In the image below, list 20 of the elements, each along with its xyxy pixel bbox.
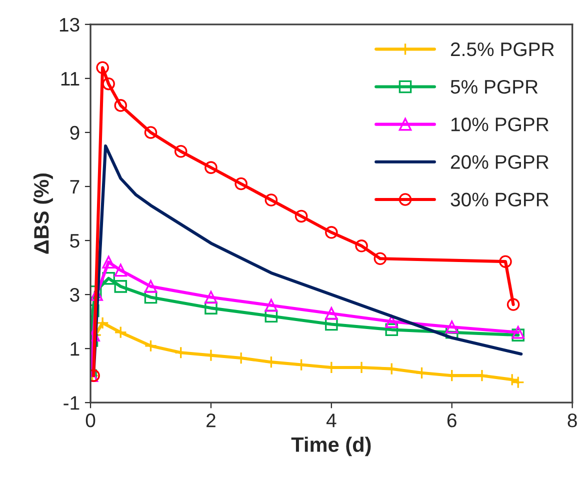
- legend-label: 30% PGPR: [450, 192, 549, 206]
- y-tick-label: 5: [70, 234, 80, 248]
- legend-label: 5% PGPR: [450, 80, 538, 94]
- x-tick-label: 0: [86, 414, 96, 428]
- y-tick-label: 3: [70, 288, 80, 302]
- y-tick-label: 1: [70, 342, 80, 356]
- legend-label: 2.5% PGPR: [450, 42, 554, 56]
- x-tick-label: 2: [206, 414, 216, 428]
- x-tick-label: 6: [447, 414, 456, 428]
- y-tick-label: 7: [70, 180, 80, 194]
- y-axis-title: ΔBS (%): [34, 173, 53, 254]
- y-tick-label: 11: [61, 72, 80, 86]
- y-tick-label: 9: [70, 126, 80, 140]
- x-axis-title: Time (d): [291, 436, 371, 456]
- x-tick-label: 4: [326, 414, 336, 428]
- y-tick-label: 13: [60, 18, 80, 32]
- legend-label: 20% PGPR: [450, 155, 549, 169]
- x-tick-label: 8: [568, 414, 577, 428]
- y-tick-label: -1: [64, 396, 80, 410]
- legend-label: 10% PGPR: [451, 118, 549, 132]
